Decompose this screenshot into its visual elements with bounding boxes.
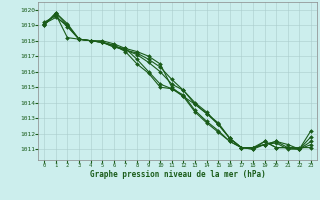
X-axis label: Graphe pression niveau de la mer (hPa): Graphe pression niveau de la mer (hPa) bbox=[90, 170, 266, 179]
